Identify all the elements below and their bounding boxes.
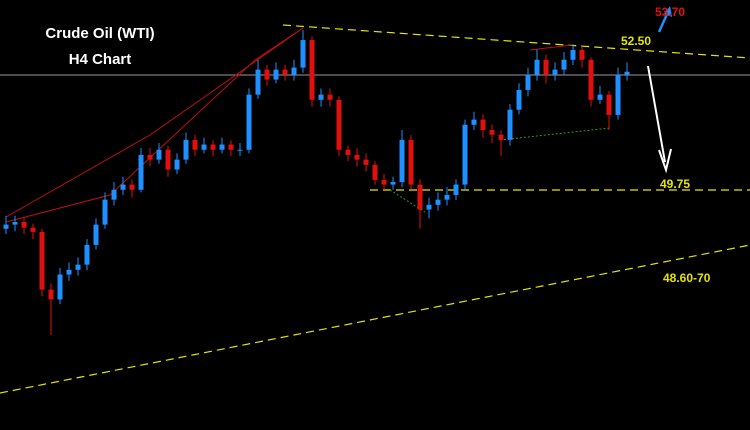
candle-body	[291, 67, 297, 75]
candle-body	[300, 40, 306, 68]
candle-body	[570, 49, 576, 60]
candle-body	[444, 194, 450, 200]
arrow-head	[664, 6, 672, 17]
candle-body	[183, 139, 189, 160]
candle-body	[399, 139, 405, 182]
candle-body	[75, 264, 81, 270]
candle-body	[615, 74, 621, 115]
candle-body	[102, 199, 108, 225]
candle-body	[318, 94, 324, 100]
candle-body	[273, 69, 279, 80]
candle-body	[84, 244, 90, 265]
candle-body	[561, 59, 567, 70]
candle-body	[192, 139, 198, 150]
candle-body	[111, 189, 117, 200]
candle-body	[336, 99, 342, 150]
candle-body	[21, 222, 27, 228]
target-label: 53.70	[655, 5, 685, 19]
candle-body	[498, 134, 504, 140]
candle-body	[138, 154, 144, 190]
resistance-label: 52.50	[621, 34, 651, 48]
candle-body	[210, 144, 216, 150]
candle-body	[354, 154, 360, 160]
candle-body	[552, 69, 558, 75]
wave-line	[529, 44, 573, 51]
divergence-line	[499, 127, 611, 141]
support-label: 49.75	[660, 177, 690, 191]
candle-body	[462, 124, 468, 185]
candle-body	[525, 74, 531, 90]
candle-body	[48, 289, 54, 300]
candle-body	[372, 164, 378, 180]
candle-body	[147, 154, 153, 160]
candle-body	[282, 69, 288, 75]
candle-body	[435, 199, 441, 205]
candle-body	[156, 149, 162, 160]
candle-body	[345, 149, 351, 155]
candle-body	[624, 71, 630, 75]
candle-body	[597, 94, 603, 100]
arrow-down	[647, 65, 666, 163]
candle-body	[534, 59, 540, 75]
chart-subtitle: H4 Chart	[69, 51, 132, 68]
candle-body	[57, 274, 63, 300]
arrow-up	[657, 11, 670, 33]
candle-body	[471, 119, 477, 125]
candle-body	[120, 184, 126, 190]
candle-body	[327, 94, 333, 100]
trendline-upper	[282, 24, 750, 59]
candle-body	[264, 69, 270, 80]
chart-title: Crude Oil (WTI)	[45, 25, 154, 42]
candle-body	[381, 179, 387, 185]
candle-body	[507, 109, 513, 140]
candle-body	[417, 184, 423, 210]
candle-body	[12, 222, 18, 225]
candle-body	[246, 94, 252, 150]
support-label: 48.60-70	[663, 271, 711, 285]
candle-body	[309, 40, 315, 100]
candle-body	[543, 59, 549, 75]
candle-body	[219, 144, 225, 150]
candle-body	[201, 144, 207, 150]
candle-body	[228, 144, 234, 150]
candle-body	[93, 224, 99, 245]
candle-body	[453, 184, 459, 195]
candle-body	[174, 159, 180, 170]
candle-body	[489, 129, 495, 135]
candle-body	[3, 224, 9, 229]
wave-line	[5, 27, 304, 223]
candle-body	[588, 59, 594, 100]
candle-body	[390, 181, 396, 185]
arrow-head	[658, 148, 672, 174]
candle-body	[408, 139, 414, 185]
candle-body	[30, 227, 36, 232]
candle-body	[255, 69, 261, 95]
candle-body	[606, 94, 612, 115]
candle-body	[579, 49, 585, 60]
trendline-lower	[0, 244, 750, 394]
wave-line	[5, 27, 304, 218]
divergence-line	[389, 189, 426, 213]
candle-body	[363, 159, 369, 165]
candle-body	[237, 149, 243, 151]
candle-body	[39, 231, 45, 290]
candle-body	[66, 269, 72, 275]
candle-body	[480, 119, 486, 130]
candles	[3, 30, 630, 335]
candle-body	[165, 149, 171, 170]
candle-body	[426, 204, 432, 210]
candle-body	[516, 89, 522, 110]
candle-body	[129, 184, 135, 190]
